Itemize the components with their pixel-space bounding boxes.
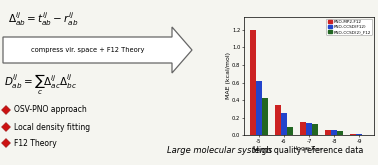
Bar xyxy=(287,127,293,135)
Bar xyxy=(331,131,337,135)
Text: F12 Theory: F12 Theory xyxy=(14,138,56,148)
Text: compress vir. space + F12 Theory: compress vir. space + F12 Theory xyxy=(31,47,144,53)
Bar xyxy=(250,30,256,135)
Polygon shape xyxy=(3,27,192,73)
Bar xyxy=(300,122,306,135)
Y-axis label: MAE (kcal/mol): MAE (kcal/mol) xyxy=(226,52,231,99)
Text: Local density fitting: Local density fitting xyxy=(14,122,90,132)
Bar xyxy=(337,131,343,135)
Polygon shape xyxy=(2,138,11,148)
Bar xyxy=(312,124,318,135)
Polygon shape xyxy=(2,105,11,115)
X-axis label: $\log_{10}T_{pno}$: $\log_{10}T_{pno}$ xyxy=(295,145,323,155)
Bar xyxy=(256,81,262,135)
Polygon shape xyxy=(2,122,11,132)
Text: Large molecular systems: Large molecular systems xyxy=(167,146,273,155)
Text: OSV-PNO approach: OSV-PNO approach xyxy=(14,105,86,115)
Text: $\Delta_{ab}^{ij}=t_{ab}^{ij}-r_{ab}^{ij}$: $\Delta_{ab}^{ij}=t_{ab}^{ij}-r_{ab}^{ij… xyxy=(8,10,78,28)
Legend: PNO-MP2-F12, PNO-CCSD(F12), PNO-CCSD(2)_F12: PNO-MP2-F12, PNO-CCSD(F12), PNO-CCSD(2)_… xyxy=(327,19,372,35)
Bar xyxy=(275,104,281,135)
Bar xyxy=(281,113,287,135)
Text: $D_{ab}^{ij}=\sum_{c}\Delta_{ac}^{ij}\Delta_{bc}^{ij}$: $D_{ab}^{ij}=\sum_{c}\Delta_{ac}^{ij}\De… xyxy=(4,73,77,97)
Text: High quality reference data: High quality reference data xyxy=(253,146,363,155)
Bar xyxy=(306,123,312,135)
Bar xyxy=(350,134,356,135)
Bar xyxy=(325,130,331,135)
Bar xyxy=(356,134,362,135)
Bar xyxy=(262,98,268,135)
